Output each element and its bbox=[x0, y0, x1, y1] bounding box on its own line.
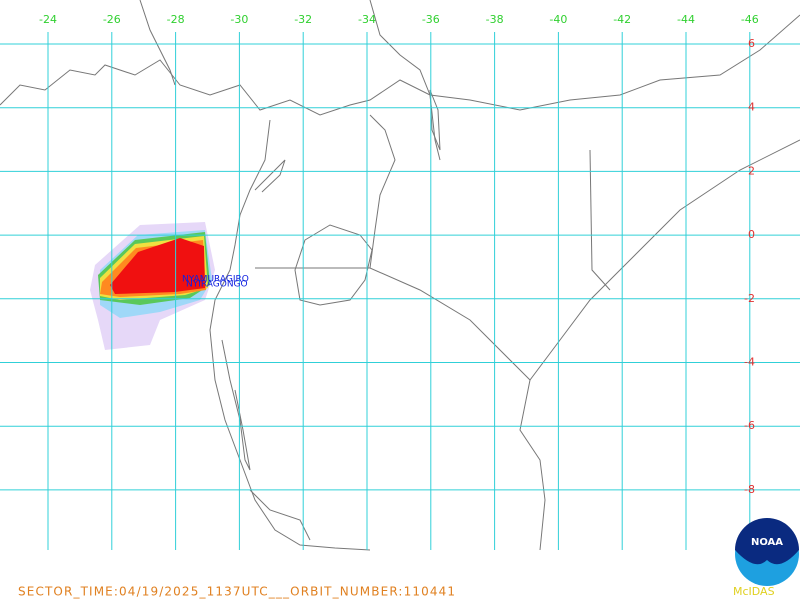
border-line bbox=[369, 0, 441, 161]
border-line bbox=[589, 149, 611, 291]
lon-label: -46 bbox=[741, 13, 759, 26]
lon-label: -36 bbox=[422, 13, 440, 26]
lat-label: 2 bbox=[748, 164, 755, 177]
logo-bird bbox=[735, 518, 799, 565]
border-line bbox=[249, 489, 311, 541]
lat-label: 6 bbox=[748, 37, 755, 50]
lat-label: -8 bbox=[744, 483, 755, 496]
lake-tanganyika bbox=[221, 339, 251, 471]
graticule: -24 -26 -28 -30 -32 -34 -36 -38 -40 -42 -44 -46 6 4 2 0… bbox=[0, 13, 800, 550]
lake-turkana bbox=[429, 89, 441, 151]
border-line bbox=[369, 114, 396, 269]
border-line bbox=[255, 139, 800, 381]
lat-label: 4 bbox=[748, 101, 755, 114]
lon-label: -30 bbox=[230, 13, 248, 26]
lon-label: -24 bbox=[39, 13, 57, 26]
lon-label: -40 bbox=[549, 13, 567, 26]
logo-text: NOAA bbox=[751, 537, 783, 548]
lon-label: -44 bbox=[677, 13, 695, 26]
lon-label: -28 bbox=[167, 13, 185, 26]
lake-albert bbox=[254, 159, 286, 193]
noaa-logo: NOAA bbox=[735, 518, 799, 586]
footer-text: SECTOR_TIME:04/19/2025_1137UTC___ORBIT_N… bbox=[18, 585, 455, 599]
credit-text: McIDAS bbox=[733, 585, 775, 598]
lon-label: -32 bbox=[294, 13, 312, 26]
borders bbox=[0, 0, 800, 551]
lake-victoria bbox=[294, 224, 373, 306]
lat-label: -6 bbox=[744, 419, 755, 432]
volcano-label: NYIRAGONGO bbox=[186, 280, 248, 290]
volcano-label: NYAMURAGIRO bbox=[182, 275, 249, 285]
lon-label: -42 bbox=[613, 13, 631, 26]
lat-label: 0 bbox=[748, 228, 755, 241]
border-line bbox=[519, 379, 546, 551]
lon-label: -38 bbox=[486, 13, 504, 26]
border-line bbox=[209, 119, 371, 551]
lat-label: -4 bbox=[744, 356, 755, 369]
plume-red bbox=[110, 238, 205, 294]
lon-label: -34 bbox=[358, 13, 376, 26]
lon-label: -26 bbox=[103, 13, 121, 26]
lat-label: -2 bbox=[744, 292, 755, 305]
border-line bbox=[139, 0, 176, 86]
so2-plume bbox=[90, 222, 215, 350]
